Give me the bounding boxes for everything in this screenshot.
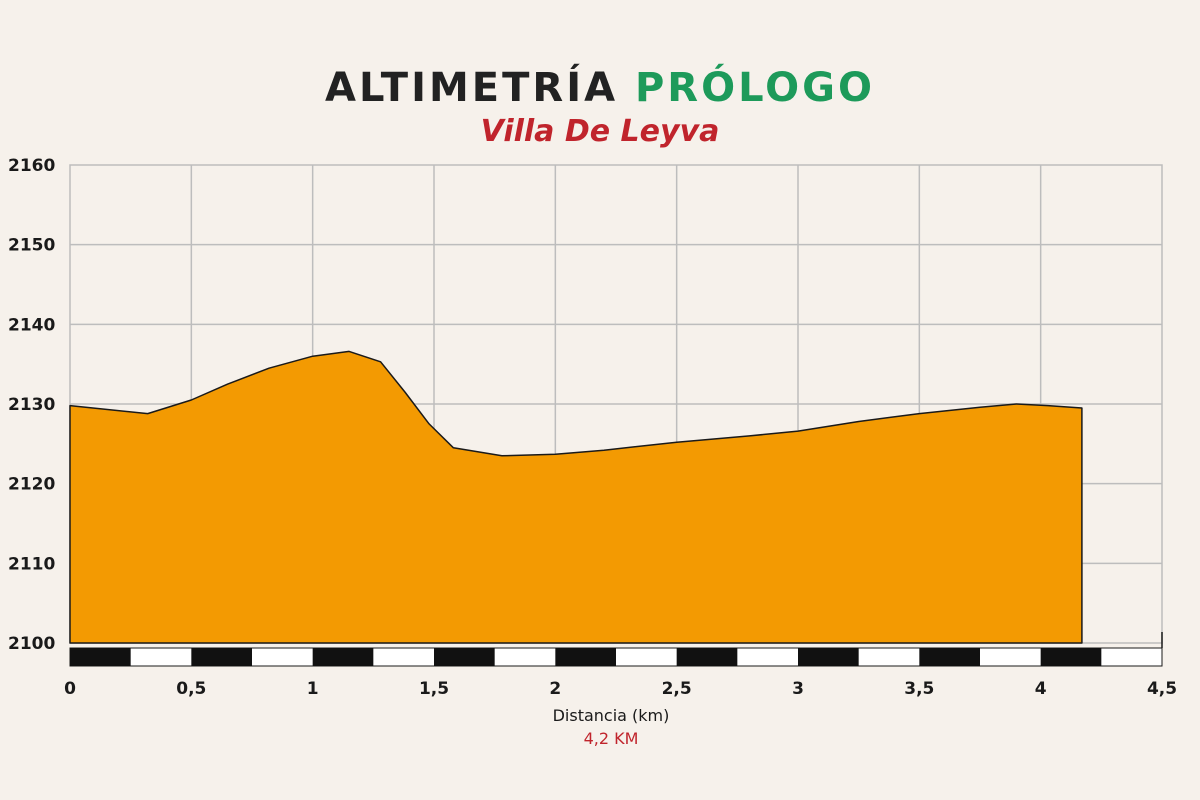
y-tick-label: 2110 xyxy=(8,554,55,574)
x-tick-label: 0,5 xyxy=(176,679,206,699)
scale-bar-segment xyxy=(798,648,859,666)
x-axis-label: Distancia (km) xyxy=(553,706,670,725)
chart-title-main: ALTIMETRÍA xyxy=(324,65,619,111)
x-tick-label: 1,5 xyxy=(419,679,449,699)
scale-bar-segment xyxy=(191,648,252,666)
chart-title-accent: PRÓLOGO xyxy=(634,65,875,111)
x-tick-label: 2,5 xyxy=(662,679,692,699)
scale-bar-segment xyxy=(919,648,980,666)
scale-bar-segment xyxy=(434,648,495,666)
scale-bar-segment xyxy=(555,648,616,666)
x-tick-label: 3 xyxy=(792,679,804,699)
total-distance-label: 4,2 KM xyxy=(584,729,639,748)
x-tick-label: 4,5 xyxy=(1147,679,1177,699)
scale-bar-segment xyxy=(312,648,374,666)
x-tick-label: 3,5 xyxy=(904,679,934,699)
y-tick-label: 2150 xyxy=(8,236,55,256)
scale-bar-segment xyxy=(1040,648,1102,666)
scale-bar-segment xyxy=(70,648,131,666)
y-tick-label: 2100 xyxy=(8,634,55,654)
y-tick-label: 2130 xyxy=(8,395,55,415)
elevation-area xyxy=(69,350,1083,644)
x-tick-label: 0 xyxy=(64,679,76,699)
y-tick-label: 2140 xyxy=(8,315,55,335)
y-tick-label: 2120 xyxy=(8,475,55,495)
x-tick-label: 1 xyxy=(307,679,319,699)
chart-subtitle: Villa De Leyva xyxy=(480,114,720,149)
y-tick-label: 2160 xyxy=(8,156,55,176)
x-tick-label: 4 xyxy=(1035,679,1047,699)
chart-title: ALTIMETRÍA PRÓLOGO xyxy=(0,62,1200,114)
scale-bar-segment xyxy=(676,648,738,666)
x-tick-label: 2 xyxy=(549,679,561,699)
